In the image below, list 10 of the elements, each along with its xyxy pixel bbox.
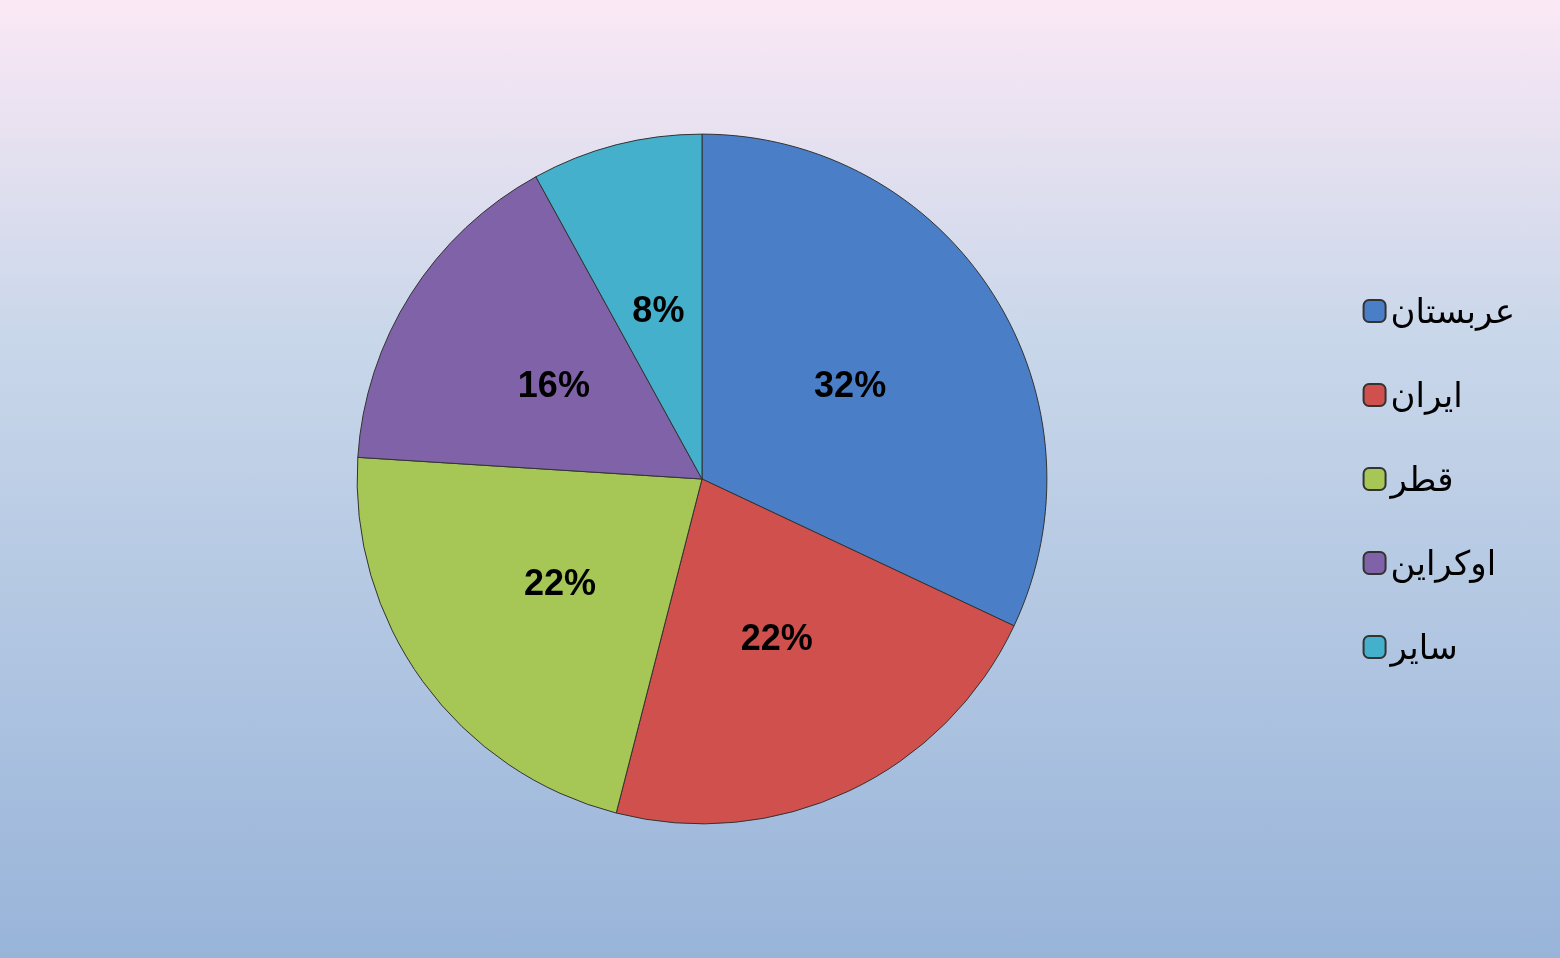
legend-label: سایر: [1388, 627, 1458, 668]
legend-label: عربستان: [1390, 291, 1516, 332]
data-label: 32%: [814, 364, 887, 406]
data-label: 22%: [740, 617, 813, 659]
legend-label: قطر: [1388, 459, 1454, 500]
legend-label: اوکراین: [1390, 543, 1497, 584]
legend-label: ایران: [1390, 375, 1463, 416]
data-label: 8%: [632, 288, 685, 330]
data-label: 16%: [517, 364, 590, 406]
data-label: 22%: [524, 561, 597, 603]
